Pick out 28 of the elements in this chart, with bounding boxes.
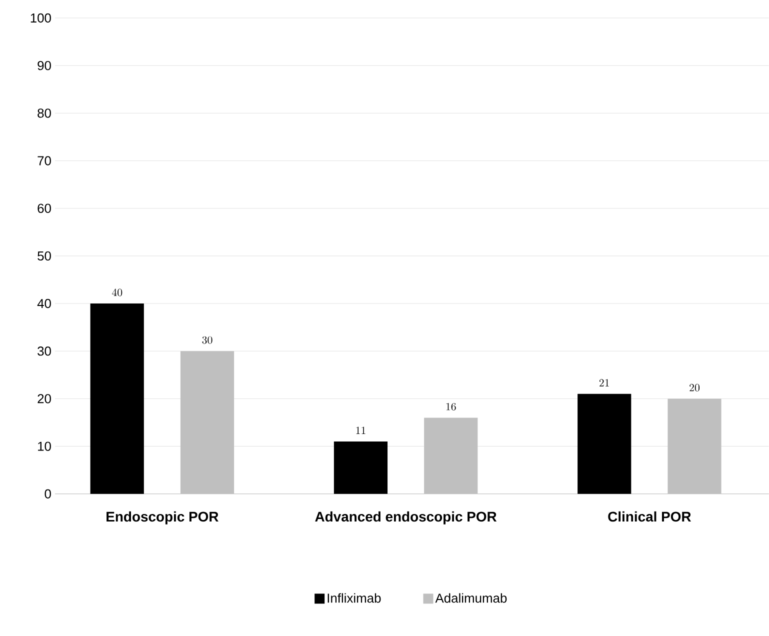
y-tick-label: 80 — [38, 108, 51, 118]
legend-label: Adalimumab — [435, 593, 507, 603]
bar — [424, 418, 478, 494]
data-label: 21 — [599, 379, 609, 386]
y-tick-label: 100 — [30, 13, 51, 23]
data-label: 40 — [112, 288, 122, 296]
data-label: 30 — [202, 336, 212, 344]
y-tick-label: 10 — [38, 442, 51, 451]
y-tick-label: 30 — [38, 346, 51, 356]
x-tick-label: Clinical POR — [608, 511, 691, 522]
x-tick-label: Endoscopic POR — [106, 511, 218, 524]
y-tick-label: 70 — [38, 156, 51, 166]
bar — [90, 304, 144, 494]
x-tick-label: Advanced endoscopic POR — [315, 511, 497, 524]
y-tick-label: 20 — [38, 394, 51, 404]
y-tick-label: 50 — [38, 251, 51, 261]
y-tick-label: 0 — [44, 489, 51, 499]
y-tick-label: 40 — [37, 299, 51, 308]
data-label: 20 — [690, 384, 700, 392]
bar — [180, 351, 234, 494]
bar — [578, 394, 632, 494]
y-tick-label: 90 — [38, 61, 51, 70]
bar — [668, 398, 722, 494]
y-tick-label: 60 — [38, 204, 51, 213]
bar — [334, 442, 388, 494]
data-label: 16 — [446, 403, 456, 411]
legend-label: Infliximab — [328, 593, 381, 603]
data-label: 11 — [356, 426, 366, 434]
